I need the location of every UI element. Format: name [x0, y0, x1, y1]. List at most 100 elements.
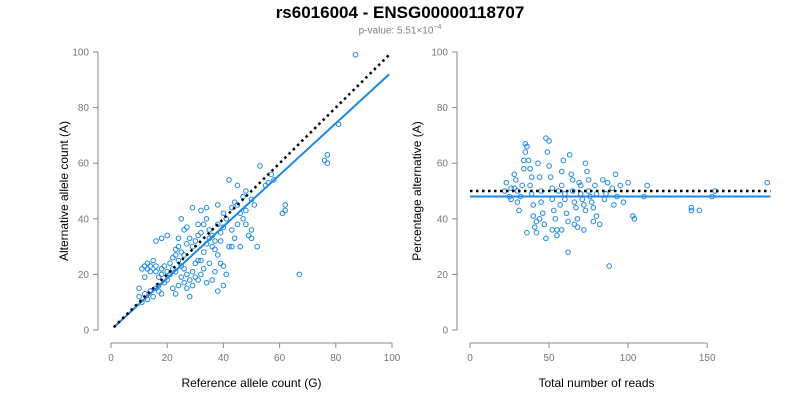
data-point	[240, 193, 246, 200]
data-point	[150, 257, 156, 264]
data-point	[172, 252, 179, 258]
data-point	[519, 182, 525, 189]
data-point	[195, 257, 201, 264]
x-tick-label: 150	[699, 353, 716, 364]
data-point	[569, 177, 576, 183]
data-point	[181, 252, 187, 258]
data-point	[203, 279, 210, 286]
data-point	[141, 274, 148, 280]
data-point	[139, 266, 145, 272]
data-point	[574, 224, 581, 230]
data-point	[573, 204, 579, 211]
data-point	[554, 227, 560, 233]
data-point	[565, 218, 571, 225]
y-tick-label: 80	[78, 103, 90, 114]
data-point	[203, 204, 210, 211]
y-tick-label: 20	[78, 270, 90, 281]
data-point	[508, 185, 514, 192]
data-point	[536, 216, 543, 222]
data-point	[206, 227, 213, 233]
data-point	[576, 179, 582, 186]
data-point	[631, 216, 638, 222]
data-point	[209, 243, 215, 250]
data-point	[565, 249, 571, 255]
data-point	[513, 177, 519, 183]
data-point	[214, 202, 221, 208]
data-point	[158, 291, 165, 297]
data-point	[158, 271, 165, 278]
x-tick-label: 40	[218, 353, 230, 364]
data-point	[178, 274, 185, 280]
data-point	[764, 179, 771, 186]
data-point	[522, 149, 529, 155]
data-point	[688, 207, 695, 214]
data-point	[214, 252, 221, 258]
data-point	[186, 277, 193, 283]
data-point	[144, 260, 151, 267]
data-point	[544, 149, 551, 155]
data-point	[630, 213, 636, 219]
data-point	[192, 238, 199, 244]
data-point	[620, 199, 627, 205]
x-tick-label: 100	[384, 353, 401, 364]
y-tick-label: 100	[431, 48, 448, 59]
data-point	[214, 288, 221, 294]
y-tick-label: 100	[72, 48, 89, 59]
data-point	[532, 224, 538, 230]
data-point	[206, 260, 213, 267]
data-point	[600, 177, 606, 183]
data-point	[200, 266, 207, 272]
data-point	[568, 171, 575, 178]
data-point	[220, 210, 227, 217]
data-point	[558, 168, 565, 175]
data-point	[226, 177, 232, 183]
reference-line	[112, 53, 391, 329]
data-point	[226, 243, 232, 250]
data-point	[560, 157, 567, 164]
data-point	[558, 227, 565, 233]
data-point	[527, 165, 533, 172]
data-point	[184, 241, 190, 247]
data-point	[155, 274, 162, 280]
y-axis-label: Alternative allele count (A)	[57, 121, 71, 261]
data-point	[223, 271, 230, 278]
data-point	[184, 271, 190, 278]
data-point	[522, 140, 529, 147]
data-point	[181, 279, 187, 286]
data-point	[234, 182, 241, 189]
data-point	[170, 254, 176, 261]
y-tick-label: 60	[78, 159, 90, 170]
data-point	[528, 174, 535, 180]
data-point	[604, 179, 611, 186]
data-point	[172, 291, 179, 297]
data-point	[161, 263, 168, 269]
data-point	[324, 152, 331, 158]
data-point	[198, 257, 204, 264]
data-point	[562, 196, 568, 203]
data-point	[520, 157, 527, 164]
data-point	[198, 271, 204, 278]
data-point	[136, 285, 142, 292]
data-point	[625, 179, 631, 186]
data-point	[184, 285, 190, 292]
data-point	[644, 182, 650, 189]
data-point	[584, 168, 590, 175]
right-plot: 0 20 40 60 80 100 0 50 100 150 Total number of rea…	[410, 48, 771, 390]
data-point	[229, 227, 235, 233]
data-point	[254, 243, 260, 250]
data-point	[220, 263, 227, 269]
data-point	[546, 163, 552, 169]
data-point	[516, 207, 522, 214]
x-tick-label: 20	[162, 353, 174, 364]
data-point	[527, 182, 533, 189]
data-point	[212, 268, 218, 275]
data-point	[525, 157, 532, 164]
data-point	[155, 282, 162, 289]
data-point	[181, 266, 187, 272]
data-point	[150, 293, 156, 300]
data-point	[243, 221, 249, 228]
data-point	[533, 229, 540, 236]
data-point	[186, 293, 193, 300]
data-point	[234, 221, 241, 228]
data-point	[696, 207, 703, 214]
